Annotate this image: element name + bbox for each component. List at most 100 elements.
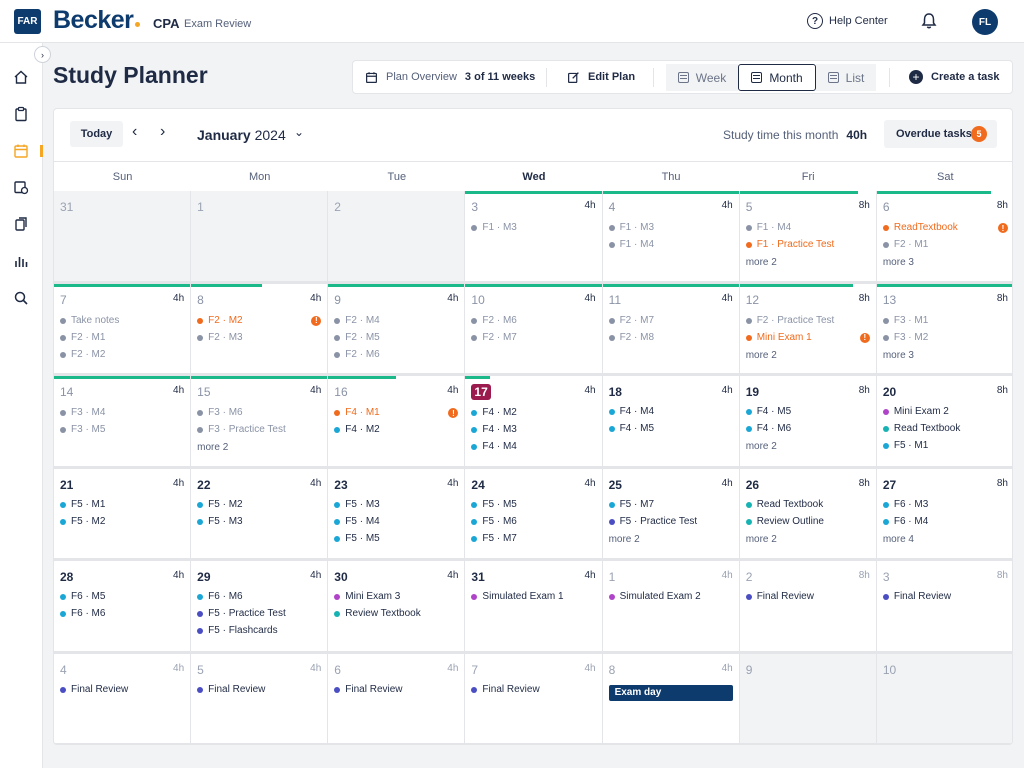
task-item[interactable]: F1 · M3 [608,222,739,233]
bell-icon[interactable] [920,12,938,30]
day-cell[interactable]: 2 [328,191,466,284]
bar-chart-icon[interactable] [13,253,29,269]
clipboard-icon[interactable] [13,106,29,122]
view-week-button[interactable]: Week [666,64,738,91]
day-cell[interactable]: 15 4h F3 · M6 F3 · Practice Test more 2 [191,376,329,469]
task-item[interactable]: Read Textbook [882,423,1012,434]
task-item[interactable]: F4 · M6 [745,423,876,434]
day-cell[interactable]: 26 8h Read Textbook Review Outline more 2 [739,468,877,561]
day-cell[interactable]: 16 4h F4 · M1! F4 · M2 [328,376,466,469]
help-center-link[interactable]: Help Center [829,15,888,27]
next-month-chevron-icon[interactable]: › [160,123,166,140]
day-cell[interactable]: 23 4h F5 · M3 F5 · M4 F5 · M5 [328,468,466,561]
view-list-button[interactable]: List [816,64,876,91]
day-cell[interactable]: 9 4h F2 · M4 F2 · M5 F2 · M6 [328,283,466,376]
day-cell[interactable]: 29 4h F6 · M6 F5 · Practice Test F5 · Flashc… [191,561,329,654]
day-cell[interactable]: 4 4h F1 · M3 F1 · M4 [602,191,740,284]
task-item[interactable]: F5 · M2 [197,499,327,510]
day-cell[interactable]: 10 [876,653,1012,744]
day-cell[interactable]: 13 8h F3 · M1 F3 · M2 more 3 [876,283,1012,376]
day-cell[interactable]: 6 8h ReadTextbook! F2 · M1 more 3 [876,191,1012,284]
overdue-tasks-button[interactable]: Overdue tasks 5 [884,120,997,148]
day-cell[interactable]: 1 4h Simulated Exam 2 [602,561,740,654]
search-icon[interactable] [13,290,29,306]
task-item[interactable]: F2 · M1 [882,239,1012,250]
task-item[interactable]: F5 · Practice Test [608,516,739,527]
task-item[interactable]: F1 · M4 [608,239,739,250]
more-tasks-link[interactable]: more 2 [745,257,777,268]
task-item[interactable]: F2 · M7 [608,315,739,326]
task-item[interactable]: F2 · M1 [60,332,190,343]
task-item[interactable]: F2 · M8 [608,332,739,343]
more-tasks-link[interactable]: more 2 [745,533,777,545]
task-item[interactable]: Simulated Exam 2 [608,591,739,602]
task-item[interactable]: F4 · M5 [608,423,739,434]
day-cell[interactable]: 7 4h Take notes F2 · M1 F2 · M2 [54,283,192,376]
schedule-icon[interactable] [13,179,29,195]
task-item[interactable]: F5 · M2 [60,516,190,527]
task-item[interactable]: F6 · M4 [882,516,1012,527]
more-tasks-link[interactable]: more 2 [745,349,777,361]
day-cell[interactable]: 18 4h F4 · M4 F4 · M5 [602,376,740,469]
task-item[interactable]: Mini Exam 2 [882,406,1012,417]
task-item[interactable]: F6 · M6 [197,591,327,602]
task-item[interactable]: F5 · M3 [334,499,464,510]
day-cell[interactable]: 31 [54,191,192,284]
task-item[interactable]: F6 · M6 [60,608,190,619]
day-cell[interactable]: 28 4h F6 · M5 F6 · M6 [54,561,192,654]
edit-plan-button[interactable]: Edit Plan [567,61,635,93]
task-item[interactable]: F4 · M2 [334,424,464,435]
day-cell[interactable]: 8 4h Exam day [602,653,740,744]
task-item[interactable]: Mini Exam 1! [745,332,876,343]
day-cell[interactable]: 2 8h Final Review [739,561,877,654]
task-item[interactable]: F3 · M1 [882,315,1012,326]
task-item[interactable]: Final Review [197,684,327,695]
task-item[interactable]: F3 · M6 [197,407,327,418]
task-item[interactable]: F4 · M3 [471,424,601,435]
task-item[interactable]: Final Review [745,591,876,602]
task-item[interactable]: ReadTextbook! [882,222,1012,233]
more-tasks-link[interactable]: more 2 [608,533,640,545]
day-cell[interactable]: 8 4h F2 · M2! F2 · M3 [191,283,329,376]
task-item[interactable]: Final Review [882,591,1012,602]
more-tasks-link[interactable]: more 4 [882,533,914,545]
view-month-button[interactable]: Month [738,64,816,91]
task-item[interactable]: Read Textbook [745,499,876,510]
task-item[interactable]: F4 · M4 [471,441,601,452]
previous-month-chevron-icon[interactable]: ‹ [132,123,138,140]
day-cell[interactable]: 25 4h F5 · M7 F5 · Practice Test more 2 [602,468,740,561]
task-item[interactable]: F5 · M1 [882,440,1012,451]
task-item[interactable]: Final Review [60,684,190,695]
day-cell[interactable]: 9 [739,653,877,744]
task-item[interactable]: F2 · M6 [334,349,464,360]
exam-day-event[interactable]: Exam day [608,684,733,701]
task-item[interactable]: F2 · M4 [334,315,464,326]
task-item[interactable]: F3 · M2 [882,332,1012,343]
day-cell[interactable]: 3 8h Final Review [876,561,1012,654]
plan-overview[interactable]: Plan Overview 3 of 11 weeks [365,61,535,93]
day-cell[interactable]: 3 4h F1 · M3 [465,191,603,284]
day-cell[interactable]: 1 [191,191,329,284]
create-task-button[interactable]: + Create a task [909,61,1000,93]
day-cell[interactable]: 6 4h Final Review [328,653,466,744]
day-cell[interactable]: 10 4h F2 · M6 F2 · M7 [465,283,603,376]
day-cell[interactable]: 17 4h F4 · M2 F4 · M3 F4 · M4 [465,376,603,469]
day-cell[interactable]: 5 4h Final Review [191,653,329,744]
task-item[interactable]: Final Review [471,684,601,695]
task-item[interactable]: F4 · M2 [471,407,601,418]
more-tasks-link[interactable]: more 2 [745,441,777,452]
task-item[interactable]: F4 · M4 [608,406,739,417]
task-item[interactable]: F5 · M3 [197,516,327,527]
task-item[interactable]: F6 · M5 [60,591,190,602]
task-item[interactable]: Review Textbook [334,608,464,619]
task-item[interactable]: F3 · M4 [60,407,190,418]
task-item[interactable]: F5 · M6 [471,516,601,527]
day-cell[interactable]: 14 4h F3 · M4 F3 · M5 [54,376,192,469]
task-item[interactable]: F1 · M4 [745,222,876,233]
task-item[interactable]: F5 · Practice Test [197,608,327,619]
day-cell[interactable]: 4 4h Final Review [54,653,192,744]
expand-sidebar-chevron-icon[interactable]: › [34,46,51,63]
more-tasks-link[interactable]: more 3 [882,349,914,361]
task-item[interactable]: F4 · M5 [745,406,876,417]
day-cell[interactable]: 20 8h Mini Exam 2 Read Textbook F5 · M1 [876,376,1012,469]
